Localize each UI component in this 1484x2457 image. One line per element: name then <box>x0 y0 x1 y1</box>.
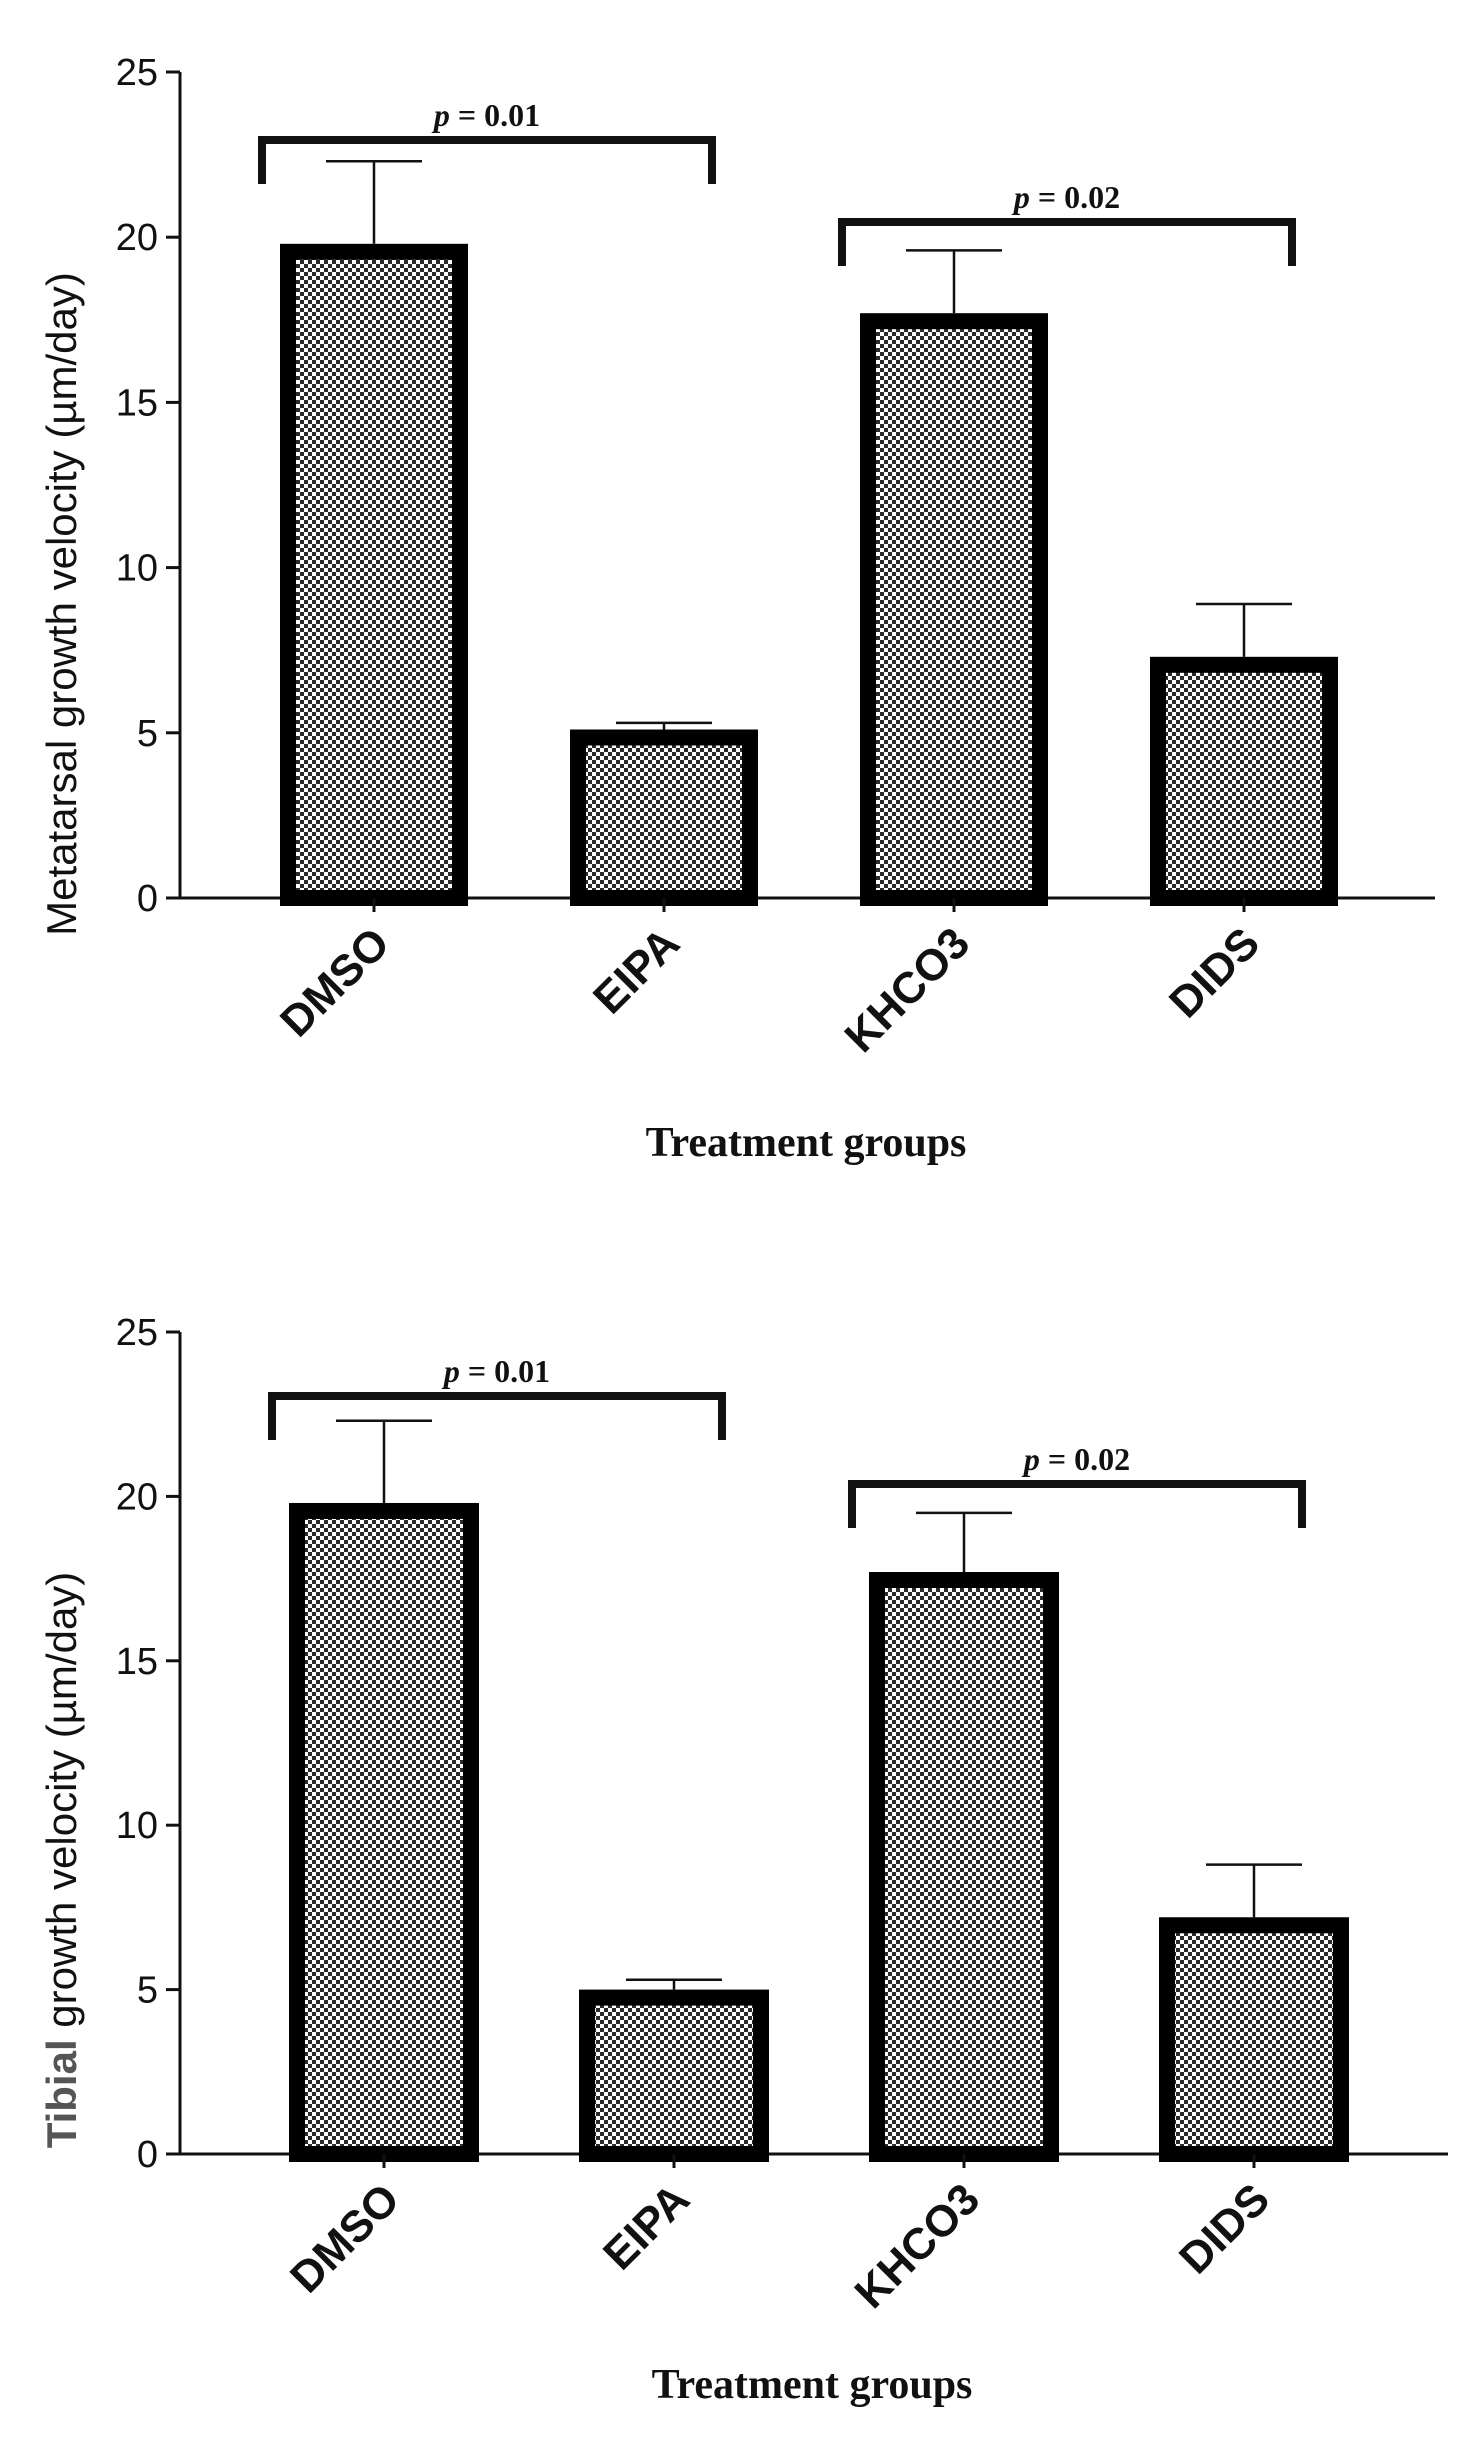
tibial-significance-bracket: p = 0.01 <box>268 1353 726 1440</box>
metatarsal-bar-eipa <box>570 729 758 906</box>
tibial-p-value-label: p = 0.02 <box>1021 1441 1130 1477</box>
metatarsal-bar-khco3 <box>860 313 1048 906</box>
tibial-category-label: DIDS <box>1170 2174 1279 2283</box>
tibial-y-title-emphasis: Tibial <box>38 2039 85 2148</box>
tibial-category-label: DMSO <box>281 2174 409 2302</box>
metatarsal-p-value-text: = 0.02 <box>1030 179 1120 215</box>
tibial-y-tick-label: 5 <box>137 1970 158 2012</box>
tibial-category-label: EIPA <box>594 2174 699 2279</box>
metatarsal-chart-svg: Metatarsal growth velocity (µm/day) Trea… <box>38 52 1435 1166</box>
tibial-p-symbol: p <box>441 1353 460 1389</box>
metatarsal-bar-dids <box>1150 656 1338 906</box>
metatarsal-bracket-line <box>258 136 716 184</box>
metatarsal-chart: Metatarsal growth velocity (µm/day) Trea… <box>0 0 1484 1228</box>
metatarsal-y-tick-label: 10 <box>116 548 158 590</box>
metatarsal-y-tick-label: 25 <box>116 52 158 94</box>
metatarsal-y-tick-label: 15 <box>116 382 158 424</box>
metatarsal-bar-dmso <box>280 243 468 907</box>
metatarsal-p-value-label: p = 0.01 <box>431 97 540 133</box>
tibial-x-axis-title: Treatment groups <box>652 2362 973 2408</box>
tibial-p-value-text: = 0.01 <box>460 1353 550 1389</box>
tibial-y-tick-label: 20 <box>116 1476 158 1518</box>
metatarsal-category-label: DMSO <box>271 918 399 1046</box>
metatarsal-y-tick-label: 20 <box>116 217 158 259</box>
metatarsal-y-tick-label: 5 <box>137 713 158 755</box>
tibial-y-tick-label: 25 <box>116 1312 158 1354</box>
metatarsal-p-value-text: = 0.01 <box>450 97 540 133</box>
metatarsal-p-symbol: p <box>431 97 450 133</box>
tibial-chart-svg: Tibial growth velocity (µm/day) Treatmen… <box>38 1312 1448 2408</box>
metatarsal-significance-bracket: p = 0.02 <box>838 179 1296 266</box>
tibial-p-symbol: p <box>1021 1441 1040 1477</box>
tibial-p-value-label: p = 0.01 <box>441 1353 550 1389</box>
metatarsal-significance-bracket: p = 0.01 <box>258 97 716 184</box>
tibial-bar-dids <box>1159 1917 1349 2162</box>
tibial-y-tick-label: 0 <box>137 2134 158 2176</box>
tibial-y-axis-title: Tibial growth velocity (µm/day) <box>38 1572 85 2149</box>
tibial-y-tick-label: 10 <box>116 1805 158 1847</box>
tibial-bar-dmso <box>289 1502 479 2162</box>
tibial-significance-bracket: p = 0.02 <box>848 1441 1306 1528</box>
tibial-bracket-line <box>848 1480 1306 1528</box>
metatarsal-x-axis-title: Treatment groups <box>646 1120 967 1166</box>
metatarsal-category-label: KHCO3 <box>836 918 980 1062</box>
tibial-p-value-text: = 0.02 <box>1040 1441 1130 1477</box>
tibial-bar-eipa <box>579 1989 769 2162</box>
tibial-chart: Tibial growth velocity (µm/day) Treatmen… <box>0 1228 1484 2457</box>
tibial-y-tick-label: 15 <box>116 1641 158 1683</box>
tibial-category-label: KHCO3 <box>846 2174 990 2318</box>
metatarsal-y-axis-title: Metatarsal growth velocity (µm/day) <box>38 272 85 936</box>
metatarsal-category-label: EIPA <box>584 918 689 1023</box>
tibial-bracket-line <box>268 1392 726 1440</box>
metatarsal-p-value-label: p = 0.02 <box>1011 179 1120 215</box>
metatarsal-category-label: DIDS <box>1160 918 1269 1027</box>
metatarsal-y-tick-label: 0 <box>137 878 158 920</box>
metatarsal-p-symbol: p <box>1011 179 1030 215</box>
tibial-y-title-rest: growth velocity (µm/day) <box>38 1572 85 2040</box>
metatarsal-bracket-line <box>838 218 1296 266</box>
tibial-bar-khco3 <box>869 1572 1059 2162</box>
